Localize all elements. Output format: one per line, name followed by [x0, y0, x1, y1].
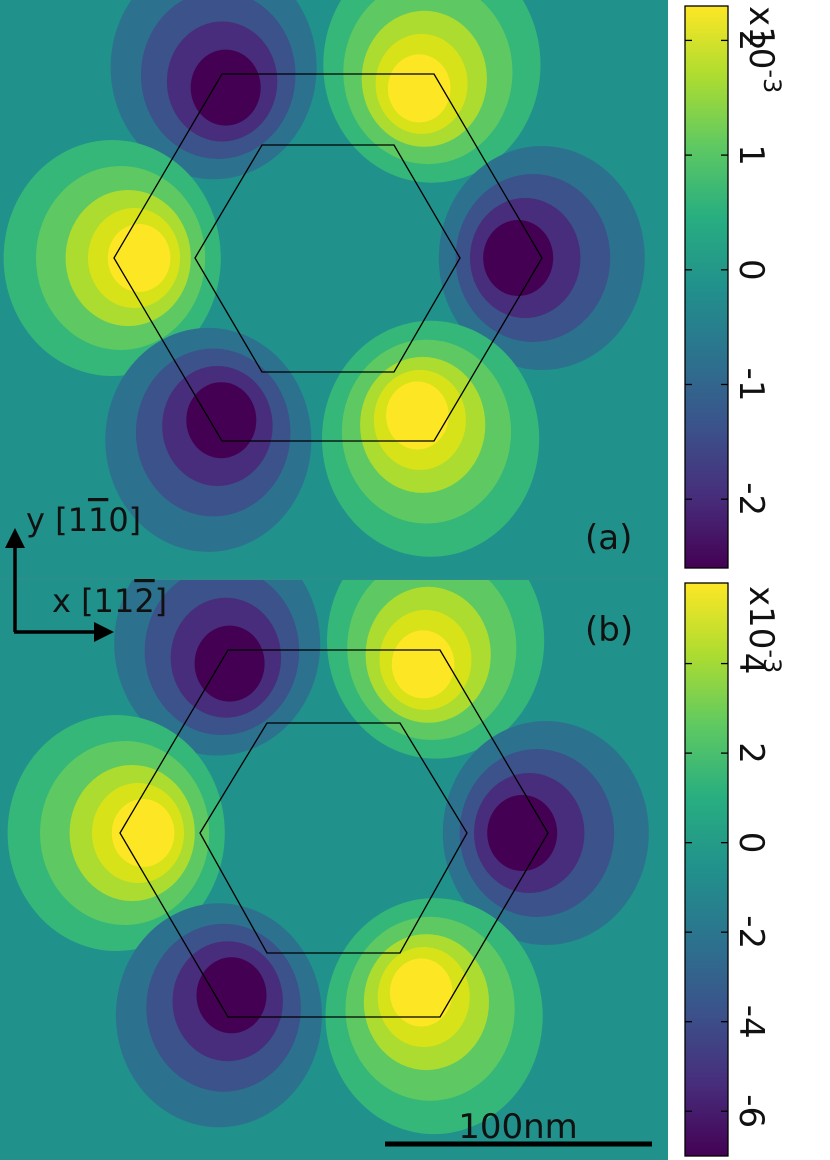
- panel-a-inner-hexagon: [194, 144, 461, 373]
- scale-bar-label: 100nm: [458, 1107, 578, 1147]
- contour-level: [194, 625, 265, 702]
- panel-b-lobes: [7, 580, 649, 1135]
- panel-b-outer-hexagon: [119, 649, 549, 1018]
- y-axis-arrowhead: [5, 528, 25, 548]
- lobe-top-left-negative: [114, 580, 321, 756]
- contour-level: [387, 54, 451, 123]
- lobe-left-positive: [3, 140, 221, 376]
- colorbar-tick-label: 2: [731, 30, 771, 52]
- colorbar-b: 4 2 0 -2 -4 -6 x10-3: [684, 582, 786, 1157]
- lobe-bottom-right-positive: [322, 320, 540, 557]
- colorbar-tick-label: -2: [731, 482, 771, 516]
- colorbar-tick-label: -6: [731, 1094, 771, 1128]
- colorbar-a: 2 1 0 -1 -2 x10-3: [684, 5, 786, 569]
- colorbar-b-scale-label: x10-3: [741, 586, 786, 673]
- x-axis-label: x [112]: [52, 582, 167, 620]
- y-axis-label: y [110]: [26, 501, 141, 539]
- colorbar-b-ticks: 4 2 0 -2 -4 -6: [685, 653, 771, 1128]
- x-axis-arrowhead: [94, 622, 114, 642]
- colorbar-b-strip: [684, 582, 729, 1157]
- contour-level: [190, 49, 261, 126]
- lobe-left-positive: [7, 715, 225, 951]
- lobe-top-right-positive: [323, 0, 541, 183]
- colorbar-tick-label: -2: [731, 915, 771, 949]
- scale-bar: 100nm: [385, 1107, 652, 1147]
- lobe-bottom-left-negative: [105, 327, 312, 552]
- contour-level: [111, 799, 175, 867]
- contour-level: [186, 382, 257, 459]
- lobe-bottom-left-negative: [115, 903, 322, 1128]
- colorbar-a-scale-label: x10-3: [741, 6, 786, 93]
- contour-level: [391, 630, 455, 699]
- panel-a-label: (a): [585, 518, 632, 558]
- lobe-bottom-right-positive: [325, 898, 543, 1135]
- lobe-right-negative: [442, 721, 649, 945]
- panel-a: [0, 0, 668, 578]
- colorbar-tick-label: 0: [731, 832, 771, 854]
- contour-level: [107, 224, 171, 292]
- contour-level: [389, 958, 453, 1027]
- contour-level: [483, 220, 554, 296]
- panel-a-outer-hexagon: [113, 73, 543, 442]
- contour-level: [386, 381, 449, 450]
- axes-indicator: y [110] x [112]: [5, 501, 167, 642]
- colorbar-a-strip: [684, 5, 729, 569]
- colorbar-tick-label: 0: [731, 259, 771, 281]
- contour-level: [487, 795, 558, 871]
- colorbar-tick-label: -1: [731, 368, 771, 402]
- colorbar-a-ticks: 2 1 0 -1 -2: [685, 30, 771, 516]
- colorbar-tick-label: 2: [731, 742, 771, 764]
- colorbar-tick-label: -4: [731, 1005, 771, 1039]
- panel-b: [0, 580, 668, 1160]
- panel-b-label: (b): [585, 610, 633, 650]
- lobe-top-right-positive: [327, 580, 545, 759]
- lobe-top-left-negative: [110, 0, 317, 180]
- contour-level: [196, 957, 267, 1034]
- colorbar-tick-label: 4: [731, 653, 771, 675]
- panel-a-lobes: [3, 0, 645, 557]
- panel-b-inner-hexagon: [199, 722, 468, 954]
- colorbar-tick-label: 1: [731, 144, 771, 166]
